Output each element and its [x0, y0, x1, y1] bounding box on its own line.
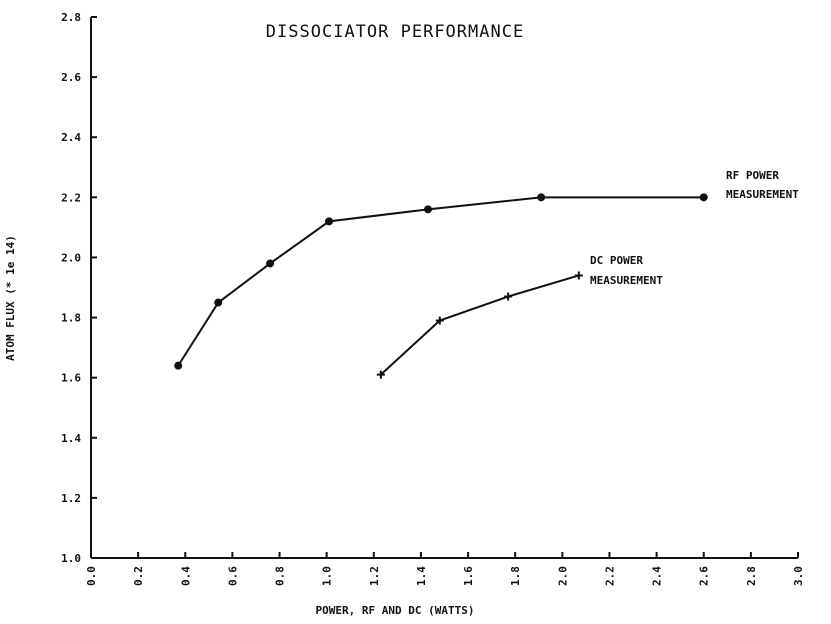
y-tick-label: 1.0 — [61, 552, 81, 565]
x-tick-label: 1.6 — [462, 566, 475, 586]
y-tick-label: 2.8 — [61, 11, 81, 24]
x-axis-label: POWER, RF AND DC (WATTS) — [316, 604, 475, 617]
series-label-dc-line2: MEASUREMENT — [590, 274, 663, 287]
data-point — [699, 193, 708, 202]
series-label-rf: RF POWER MEASUREMENT — [726, 169, 799, 201]
y-ticks: 1.0 1.2 1.4 1.6 1.8 2.0 2.2 2.4 2.6 2.8 — [61, 11, 97, 565]
series-label-rf-line2: MEASUREMENT — [726, 188, 799, 201]
data-point — [214, 298, 223, 307]
y-tick-label: 2.6 — [61, 71, 81, 84]
data-point — [574, 271, 583, 280]
x-tick-label: 0.0 — [85, 566, 98, 586]
series-label-dc: DC POWER MEASUREMENT — [590, 254, 663, 287]
y-tick-label: 2.2 — [61, 191, 81, 204]
data-point — [174, 361, 183, 370]
series-label-rf-line1: RF POWER — [726, 169, 779, 182]
series-line — [380, 274, 580, 376]
data-point — [504, 292, 513, 301]
data-point — [537, 193, 546, 202]
x-tick-label: 1.4 — [415, 566, 428, 586]
data-point — [325, 217, 334, 226]
x-tick-label: 2.0 — [556, 566, 569, 586]
y-tick-label: 2.4 — [61, 131, 81, 144]
x-tick-label: 1.0 — [321, 566, 334, 586]
series-label-dc-line1: DC POWER — [590, 254, 643, 267]
x-tick-label: 0.4 — [179, 566, 192, 586]
y-tick-label: 1.4 — [61, 432, 81, 445]
data-point — [424, 205, 433, 214]
y-tick-label: 1.8 — [61, 312, 81, 325]
y-tick-label: 1.6 — [61, 372, 81, 385]
y-tick-label: 1.2 — [61, 492, 81, 505]
x-tick-label: 0.2 — [132, 566, 145, 586]
x-tick-label: 2.6 — [698, 566, 711, 586]
series-group — [174, 193, 708, 379]
data-point — [266, 259, 275, 268]
x-tick-label: 2.2 — [603, 566, 616, 586]
x-tick-label: 3.0 — [792, 566, 805, 586]
y-tick-label: 2.0 — [61, 251, 81, 264]
x-tick-label: 0.6 — [226, 566, 239, 586]
x-tick-label: 2.4 — [651, 566, 664, 586]
data-point — [435, 316, 444, 325]
x-tick-label: 2.8 — [745, 566, 758, 586]
x-tick-label: 0.8 — [274, 566, 287, 586]
y-axis-label: ATOM FLUX (* 1e 14) — [4, 235, 17, 361]
x-ticks: 0.0 0.2 0.4 0.6 0.8 1.0 1.2 1.4 1.6 1.8 2.0 2.2 2.4 2… — [85, 552, 805, 586]
chart-title: DISSOCIATOR PERFORMANCE — [266, 22, 524, 42]
x-tick-label: 1.8 — [509, 566, 522, 586]
x-tick-label: 1.2 — [368, 566, 381, 586]
data-point — [376, 370, 385, 379]
